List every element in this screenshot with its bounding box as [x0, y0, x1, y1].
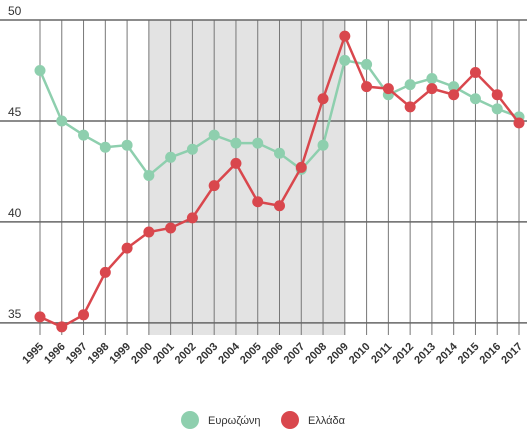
y-tick-label: 50 — [8, 4, 22, 18]
x-tick-label: 2012 — [390, 341, 416, 367]
point — [230, 137, 242, 149]
point — [448, 81, 460, 93]
point — [491, 103, 503, 115]
point — [274, 200, 285, 212]
y-tick-label: 45 — [8, 105, 22, 119]
x-tick-label: 2016 — [478, 341, 504, 367]
x-tick-label: 2003 — [195, 341, 221, 367]
x-tick-label: 1999 — [107, 341, 133, 367]
point — [121, 242, 133, 254]
point — [339, 54, 351, 66]
x-tick-label: 2005 — [238, 341, 264, 367]
x-tick-label: 2011 — [369, 341, 394, 366]
point — [34, 311, 46, 323]
point — [252, 196, 264, 208]
point — [208, 180, 220, 192]
x-tick-label: 2002 — [173, 341, 199, 367]
legend-label: Ελλάδα — [308, 415, 346, 427]
x-tick-label: 2013 — [412, 341, 438, 367]
point — [469, 93, 481, 105]
x-tick-label: 2000 — [129, 341, 155, 367]
legend-swatch — [281, 411, 299, 429]
point — [143, 226, 155, 238]
point — [361, 58, 373, 70]
point — [186, 143, 198, 155]
point — [56, 321, 68, 333]
legend-label: Ευρωζώνη — [208, 415, 261, 427]
point — [491, 89, 503, 101]
y-tick-label: 35 — [8, 307, 22, 321]
point — [78, 309, 90, 321]
x-tick-label: 1998 — [86, 341, 112, 367]
x-tick-label: 1996 — [42, 341, 68, 367]
point — [208, 129, 220, 141]
x-tick-label: 2009 — [325, 341, 351, 367]
point — [426, 73, 438, 85]
point — [99, 266, 111, 278]
point — [404, 79, 416, 91]
highlight-band — [148, 20, 345, 335]
x-tick-label: 2017 — [499, 341, 525, 367]
x-tick-label: 2014 — [434, 340, 460, 366]
point — [252, 137, 264, 149]
x-tick-label: 2010 — [347, 341, 373, 367]
x-tick-label: 2008 — [303, 341, 329, 367]
x-tick-label: 1995 — [20, 341, 46, 367]
x-tick-label: 2006 — [260, 341, 286, 367]
point — [78, 129, 90, 141]
point — [295, 161, 307, 173]
point — [99, 141, 111, 153]
point — [34, 64, 46, 76]
point — [317, 139, 329, 151]
point — [165, 222, 177, 234]
x-tick-label: 2007 — [282, 341, 308, 367]
point — [361, 81, 373, 93]
x-tick-label: 2015 — [456, 341, 482, 367]
point — [56, 115, 68, 127]
point — [317, 93, 329, 105]
x-tick-label: 2004 — [216, 340, 242, 366]
legend-swatch — [181, 411, 199, 429]
point — [165, 151, 177, 163]
point — [469, 67, 481, 78]
point — [426, 83, 438, 95]
y-tick-label: 40 — [8, 206, 22, 220]
point — [121, 139, 133, 151]
point — [339, 30, 351, 42]
x-tick-label: 2001 — [151, 341, 177, 367]
point — [186, 212, 198, 224]
x-tick-label: 1997 — [64, 341, 90, 367]
point — [513, 117, 525, 129]
point — [143, 169, 155, 181]
point — [404, 101, 416, 113]
point — [274, 147, 285, 159]
point — [382, 83, 394, 95]
point — [230, 157, 242, 169]
point — [448, 89, 460, 101]
